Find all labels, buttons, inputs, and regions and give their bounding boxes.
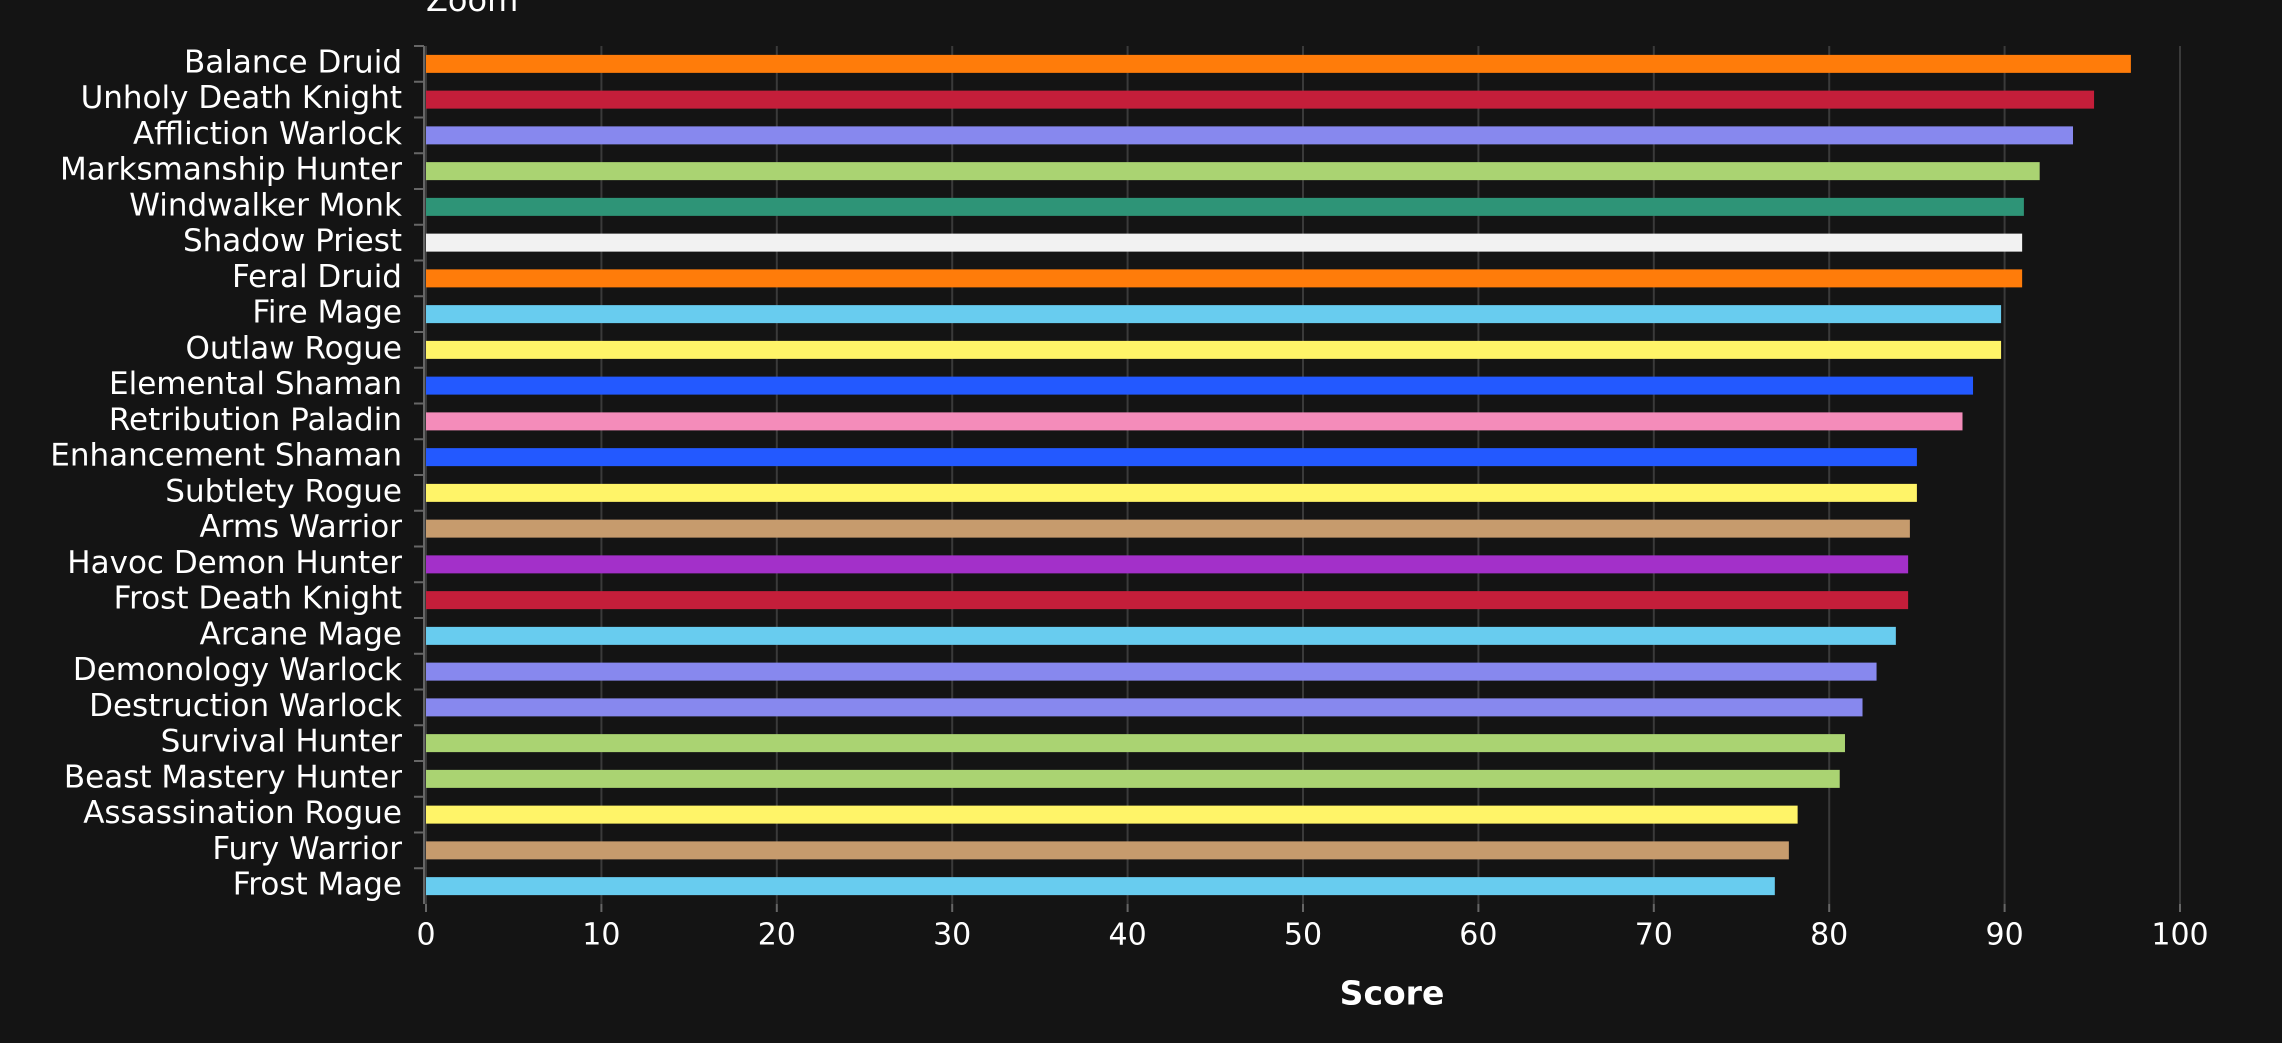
bar <box>426 734 1845 753</box>
bar <box>426 591 1909 610</box>
bar <box>426 269 2023 288</box>
y-tick-label: Windwalker Monk <box>129 187 402 223</box>
x-tick-label: 80 <box>1810 918 1848 953</box>
bar <box>426 626 1896 645</box>
y-tick-label: Shadow Priest <box>183 223 402 259</box>
y-tick-label: Havoc Demon Hunter <box>67 545 402 581</box>
y-tick-label: Fury Warrior <box>212 831 402 867</box>
bar <box>426 340 2002 359</box>
x-tick-label: 50 <box>1284 918 1322 953</box>
zoom-label: Zoom <box>426 0 518 19</box>
bar <box>426 376 1974 395</box>
bar <box>426 412 1963 431</box>
bar <box>426 233 2023 252</box>
y-tick-label: Arcane Mage <box>200 616 402 652</box>
bar <box>426 90 2095 109</box>
y-tick-label: Frost Death Knight <box>114 581 402 617</box>
y-tick-label: Retribution Paladin <box>109 402 402 438</box>
y-tick-label: Beast Mastery Hunter <box>64 759 402 795</box>
bar <box>426 841 1789 860</box>
x-axis-title: Score <box>1340 974 1445 1013</box>
y-tick-label: Arms Warrior <box>199 509 402 545</box>
x-tick-label: 40 <box>1109 918 1147 953</box>
y-tick-label: Subtlety Rogue <box>165 473 402 509</box>
y-tick-label: Fire Mage <box>252 295 402 331</box>
y-tick-label: Demonology Warlock <box>73 652 402 688</box>
bar <box>426 805 1798 824</box>
y-tick-label: Feral Druid <box>232 259 402 295</box>
x-tick-label: 90 <box>1986 918 2024 953</box>
x-tick-label: 0 <box>416 918 435 953</box>
y-tick-label: Frost Mage <box>233 867 402 903</box>
y-tick-label: Elemental Shaman <box>109 366 402 402</box>
bar <box>426 483 1917 502</box>
bar <box>426 305 2002 324</box>
bar <box>426 162 2040 181</box>
x-tick-label: 100 <box>2151 918 2208 953</box>
y-tick-label: Assassination Rogue <box>83 795 402 831</box>
bar <box>426 448 1917 467</box>
x-tick-label: 10 <box>582 918 620 953</box>
y-tick-label: Unholy Death Knight <box>81 80 402 116</box>
bar <box>426 197 2024 216</box>
x-tick-label: 70 <box>1635 918 1673 953</box>
y-tick-label: Survival Hunter <box>161 724 403 760</box>
bar <box>426 126 2074 145</box>
y-tick-label: Enhancement Shaman <box>50 438 402 474</box>
bar <box>426 662 1877 681</box>
y-tick-label: Balance Druid <box>184 44 402 80</box>
y-tick-label: Destruction Warlock <box>89 688 402 724</box>
y-tick-label: Marksmanship Hunter <box>60 152 402 188</box>
bar <box>426 519 1910 538</box>
bar <box>426 698 1863 717</box>
x-tick-label: 30 <box>933 918 971 953</box>
bar <box>426 877 1775 896</box>
bar <box>426 54 2131 73</box>
y-tick-label: Outlaw Rogue <box>185 330 402 366</box>
bar <box>426 555 1909 574</box>
x-tick-label: 20 <box>758 918 796 953</box>
y-tick-label: Affliction Warlock <box>133 116 402 152</box>
x-tick-label: 60 <box>1459 918 1497 953</box>
bar <box>426 769 1840 788</box>
